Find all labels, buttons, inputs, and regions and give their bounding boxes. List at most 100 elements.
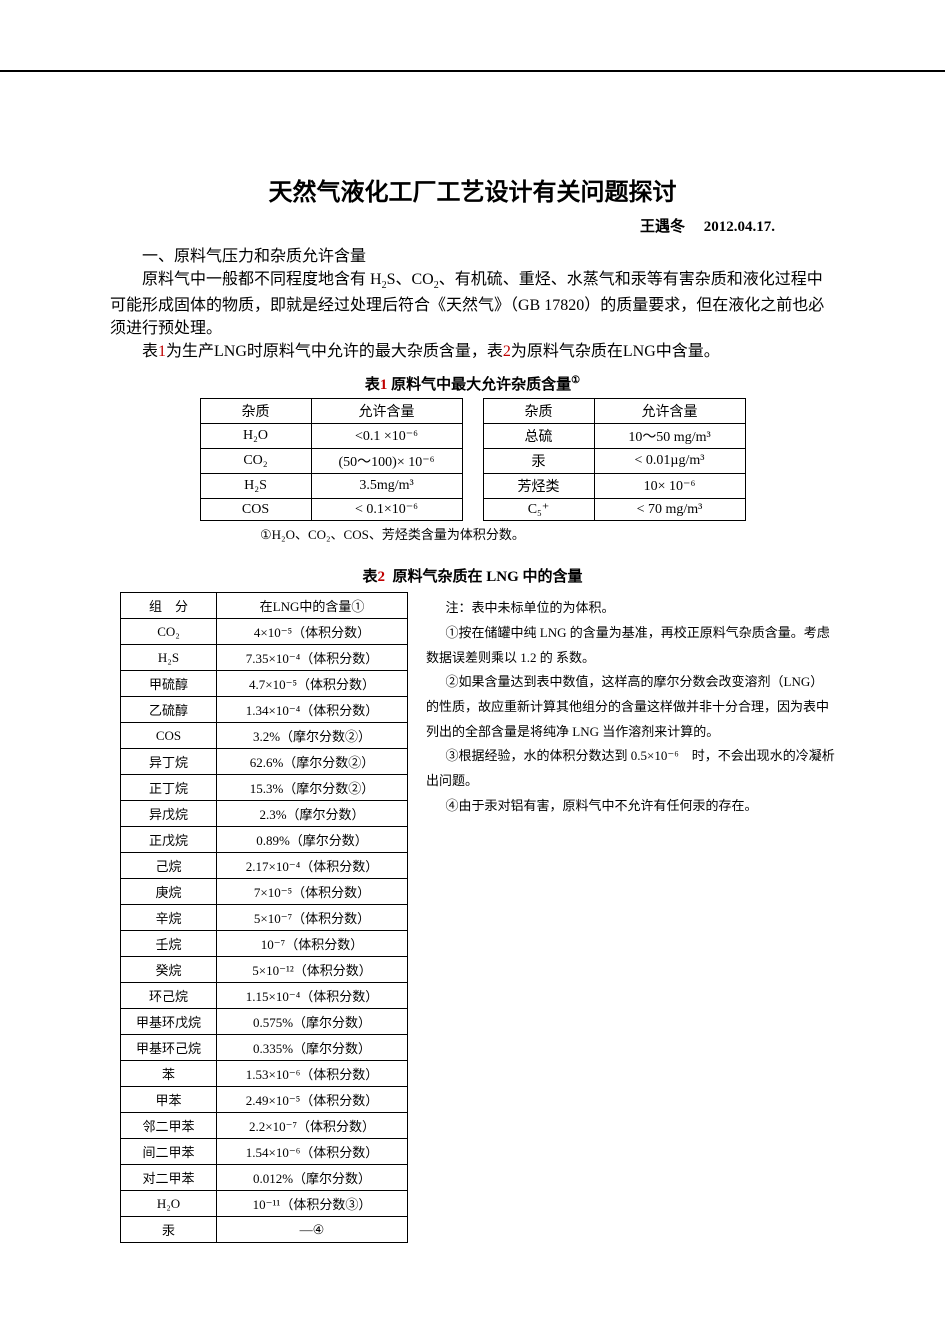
td: 1.15×10⁻⁴（体积分数） — [217, 983, 408, 1009]
table2-caption: 表2 原料气杂质在 LNG 中的含量 — [110, 565, 835, 586]
table-row: CO₂4×10⁻⁵（体积分数） — [121, 619, 408, 645]
td: 10× 10⁻⁶ — [594, 474, 745, 499]
table-row: 异丁烷62.6%（摩尔分数②） — [121, 749, 408, 775]
table-row: 正戊烷0.89%（摩尔分数） — [121, 827, 408, 853]
ref-num: 1 — [158, 343, 166, 360]
td: (50～100)× 10⁻⁶ — [311, 449, 462, 474]
td: 正丁烷 — [121, 775, 217, 801]
td: COS — [121, 723, 217, 749]
two-column-layout: 组 分 在LNG中的含量① CO₂4×10⁻⁵（体积分数）H₂S7.35×10⁻… — [110, 592, 835, 1243]
td: 4.7×10⁻⁵（体积分数） — [217, 671, 408, 697]
td: 2.3%（摩尔分数） — [217, 801, 408, 827]
td: COS — [200, 499, 311, 521]
td: H₂S — [121, 645, 217, 671]
table1-caption: 表1 原料气中最大允许杂质含量① — [110, 373, 835, 394]
text: 表 — [142, 343, 158, 360]
ref-num: 2 — [503, 343, 511, 360]
td: 15.3%（摩尔分数②） — [217, 775, 408, 801]
table-row: 甲苯2.49×10⁻⁵（体积分数） — [121, 1087, 408, 1113]
td: < 70 mg/m³ — [594, 499, 745, 521]
table-row: COS3.2%（摩尔分数②） — [121, 723, 408, 749]
td: 3.5mg/m³ — [311, 474, 462, 499]
td: 环己烷 — [121, 983, 217, 1009]
td: 汞 — [483, 449, 594, 474]
td: 间二甲苯 — [121, 1139, 217, 1165]
table-row: 乙硫醇1.34×10⁻⁴（体积分数） — [121, 697, 408, 723]
th: 杂质 — [483, 399, 594, 424]
table-row: 杂质 允许含量 杂质 允许含量 — [200, 399, 745, 424]
td: 辛烷 — [121, 905, 217, 931]
td: 5×10⁻⁷（体积分数） — [217, 905, 408, 931]
td: < 0.1×10⁻⁶ — [311, 499, 462, 521]
td: 邻二甲苯 — [121, 1113, 217, 1139]
td: 0.012%（摩尔分数） — [217, 1165, 408, 1191]
caption-text: 原料气杂质在 LNG 中的含量 — [393, 569, 583, 585]
td: 10～50 mg/m³ — [594, 424, 745, 449]
td: CO₂ — [121, 619, 217, 645]
th: 杂质 — [200, 399, 311, 424]
td: 壬烷 — [121, 931, 217, 957]
caption-text: 表 — [362, 569, 377, 585]
page-title: 天然气液化工厂工艺设计有关问题探讨 — [110, 172, 835, 207]
table-row: 苯1.53×10⁻⁶（体积分数） — [121, 1061, 408, 1087]
th: 允许含量 — [311, 399, 462, 424]
td: 汞 — [121, 1217, 217, 1243]
td: 芳烃类 — [483, 474, 594, 499]
td: 乙硫醇 — [121, 697, 217, 723]
caption-text: 表 — [365, 377, 380, 393]
caption-text: 原料气中最大允许杂质含量 — [391, 377, 571, 393]
td: 对二甲苯 — [121, 1165, 217, 1191]
td: 7×10⁻⁵（体积分数） — [217, 879, 408, 905]
table-row: 辛烷5×10⁻⁷（体积分数） — [121, 905, 408, 931]
td: CO₂ — [200, 449, 311, 474]
text: 原料气中一般都不同程度地含有 H — [142, 271, 382, 288]
table-row: 壬烷10⁻⁷（体积分数） — [121, 931, 408, 957]
th: 组 分 — [121, 593, 217, 619]
document-page: 天然气液化工厂工艺设计有关问题探讨 王遇冬 2012.04.17. 一、原料气压… — [0, 70, 945, 1303]
table-row: 异戊烷2.3%（摩尔分数） — [121, 801, 408, 827]
td: 1.53×10⁻⁶（体积分数） — [217, 1061, 408, 1087]
td: 癸烷 — [121, 957, 217, 983]
td: 甲硫醇 — [121, 671, 217, 697]
table2-notes: 注：表中未标单位的为体积。 ①按在储罐中纯 LNG 的含量为基准，再校正原料气杂… — [408, 592, 835, 1243]
td: 62.6%（摩尔分数②） — [217, 749, 408, 775]
td: 3.2%（摩尔分数②） — [217, 723, 408, 749]
paragraph-2: 表1为生产LNG时原料气中允许的最大杂质含量，表2为原料气杂质在LNG中含量。 — [110, 340, 835, 363]
table-row: 己烷2.17×10⁻⁴（体积分数） — [121, 853, 408, 879]
table-row: 甲硫醇4.7×10⁻⁵（体积分数） — [121, 671, 408, 697]
td: 0.575%（摩尔分数） — [217, 1009, 408, 1035]
paragraph-1: 原料气中一般都不同程度地含有 H2S、CO2、有机硫、重烃、水蒸气和汞等有害杂质… — [110, 268, 835, 340]
date: 2012.04.17. — [704, 219, 775, 235]
td: H₂S — [200, 474, 311, 499]
td: 5×10⁻¹²（体积分数） — [217, 957, 408, 983]
td: 异戊烷 — [121, 801, 217, 827]
table-row: 癸烷5×10⁻¹²（体积分数） — [121, 957, 408, 983]
table-row: 环己烷1.15×10⁻⁴（体积分数） — [121, 983, 408, 1009]
td: < 0.01µg/m³ — [594, 449, 745, 474]
td: 2.49×10⁻⁵（体积分数） — [217, 1087, 408, 1113]
td: 4×10⁻⁵（体积分数） — [217, 619, 408, 645]
note-line: 注：表中未标单位的为体积。 — [426, 596, 835, 621]
td: 2.2×10⁻⁷（体积分数） — [217, 1113, 408, 1139]
table-num: 1 — [380, 377, 388, 393]
table2-container: 组 分 在LNG中的含量① CO₂4×10⁻⁵（体积分数）H₂S7.35×10⁻… — [110, 592, 408, 1243]
td: C₅⁺ — [483, 499, 594, 521]
td: <0.1 ×10⁻⁶ — [311, 424, 462, 449]
table1-footnote: ①H₂O、CO₂、COS、芳烃类含量为体积分数。 — [260, 524, 835, 543]
table-row: 正丁烷15.3%（摩尔分数②） — [121, 775, 408, 801]
td: 2.17×10⁻⁴（体积分数） — [217, 853, 408, 879]
table-row: 邻二甲苯2.2×10⁻⁷（体积分数） — [121, 1113, 408, 1139]
caption-sup: ① — [571, 375, 580, 386]
td: 10⁻¹¹（体积分数③） — [217, 1191, 408, 1217]
td: 0.89%（摩尔分数） — [217, 827, 408, 853]
td: H₂O — [200, 424, 311, 449]
table-row: 甲基环戊烷0.575%（摩尔分数） — [121, 1009, 408, 1035]
td: —④ — [217, 1217, 408, 1243]
td: 1.54×10⁻⁶（体积分数） — [217, 1139, 408, 1165]
td: 甲苯 — [121, 1087, 217, 1113]
table-row: 间二甲苯1.54×10⁻⁶（体积分数） — [121, 1139, 408, 1165]
spacer — [462, 399, 483, 521]
table-1: 杂质 允许含量 杂质 允许含量 H₂O <0.1 ×10⁻⁶ 总硫 10～50 … — [200, 398, 746, 521]
byline: 王遇冬 2012.04.17. — [110, 215, 775, 236]
table-row: 汞—④ — [121, 1217, 408, 1243]
